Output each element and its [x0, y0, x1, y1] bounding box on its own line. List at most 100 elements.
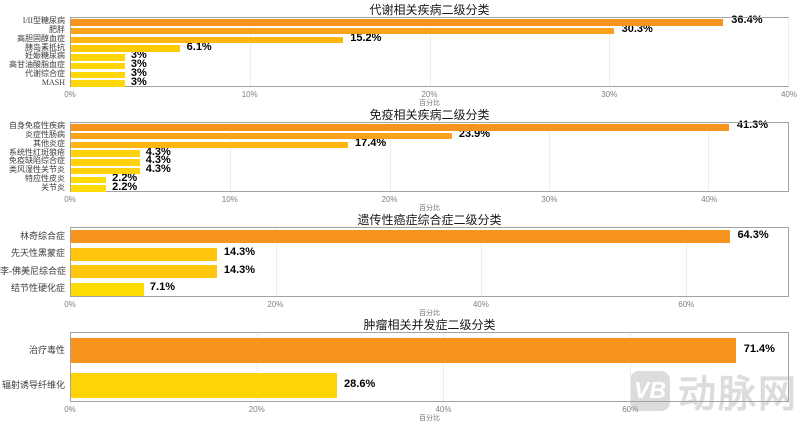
- bar-value-label: 6.1%: [186, 40, 212, 53]
- grid-line: [708, 123, 710, 191]
- y-axis-category-label: 先天性黑蒙症: [10, 248, 65, 259]
- grid-line: [389, 123, 391, 191]
- grid-line: [549, 123, 550, 191]
- y-axis-category-label: MASH: [41, 77, 65, 87]
- grid-line: [608, 18, 610, 86]
- chart-panel-4: 肿瘤相关并发症二级分类治疗毒性 71.4% 辐射诱导纤维化 28.6% 0% 20% 40%…: [0, 315, 800, 422]
- grid-line: [480, 228, 482, 296]
- bar: [71, 265, 218, 279]
- bar: [71, 337, 736, 364]
- grid-line: [429, 18, 431, 86]
- y-axis-category-label: 治疗毒性: [28, 344, 65, 355]
- y-axis-category-label: 李-佛美尼综合症: [0, 265, 66, 276]
- chart-title: 肿瘤相关并发症二级分类: [363, 318, 496, 332]
- bar: [71, 159, 140, 166]
- plot-area: [70, 17, 789, 87]
- bar-value-label: 28.6%: [344, 377, 376, 390]
- y-axis-category-label: I/II型糖尿病: [22, 16, 65, 26]
- chart-title: 免疫相关疾病二级分类: [369, 108, 490, 122]
- y-axis-category-label: 自身免疫性疾病: [9, 121, 65, 131]
- grid-line: [250, 18, 252, 86]
- y-axis-category-label: 辐射诱导纤维化: [1, 379, 65, 390]
- x-axis-title: 百分比: [419, 415, 440, 422]
- bar-value-label: 14.3%: [223, 246, 256, 259]
- y-axis-category-label: 类风湿性关节炎: [9, 165, 65, 175]
- bar-value-label: 14.3%: [223, 263, 256, 276]
- bar-value-label: 3%: [130, 58, 147, 71]
- bar: [71, 167, 140, 175]
- bar-value-label: 30.3%: [621, 23, 653, 36]
- bar: [71, 62, 125, 70]
- bar: [71, 176, 107, 184]
- y-axis-category-label: 高甘油酸脂血症: [9, 60, 65, 70]
- chart-panel-3: 遗传性癌症综合症二级分类 林奇综合症 64.3% 先天性黑蒙症 14.3% 李-佛美尼综合…: [0, 210, 800, 317]
- x-tick-label: 20%: [421, 90, 438, 99]
- bar: [71, 36, 344, 44]
- bar: [71, 124, 730, 131]
- y-axis-category-label: 系统性红斑狼疮: [9, 147, 65, 157]
- x-tick-label: 0%: [64, 90, 76, 99]
- y-axis-category-label: 胰岛素抵抗: [25, 42, 65, 52]
- grid-line: [257, 333, 259, 401]
- bar-value-label: 4.3%: [145, 163, 171, 176]
- x-tick-label: 10%: [221, 195, 238, 204]
- x-tick-label: 0%: [64, 405, 76, 414]
- x-tick-label: 0%: [64, 195, 76, 204]
- bar: [71, 150, 140, 157]
- bar-value-label: 23.9%: [458, 128, 491, 141]
- plot-area: [70, 122, 789, 192]
- bar-value-label: 3%: [130, 49, 147, 62]
- bar-value-label: 71.4%: [743, 342, 775, 355]
- x-axis-title: 百分比: [419, 310, 440, 317]
- y-axis-category-label: 免疫缺陷综合症: [9, 156, 65, 166]
- bar: [71, 372, 338, 399]
- x-tick-label: 0%: [64, 300, 76, 309]
- bar: [71, 282, 144, 296]
- chart-panel-2: 免疫相关疾病二级分类 自身免疫性疾病 41.3% 炎症性肠病 23.9% 其他炎症 17.4…: [0, 105, 800, 212]
- y-axis-category-label: 炎症性肠病: [25, 130, 65, 140]
- bar: [71, 132, 452, 140]
- x-tick-label: 40%: [701, 195, 718, 204]
- bar-value-label: 2.2%: [112, 171, 138, 184]
- chart-title: 遗传性癌症综合症二级分类: [357, 213, 502, 227]
- bar-value-label: 3%: [130, 75, 147, 88]
- plot-area: [70, 332, 789, 402]
- bar-value-label: 2.2%: [112, 180, 138, 193]
- y-axis-category-label: 关节炎: [41, 182, 65, 192]
- x-tick-label: 30%: [541, 195, 558, 204]
- y-axis-category-label: 代谢综合症: [25, 68, 65, 78]
- y-axis-category-label: 高胆固醇血症: [17, 33, 65, 43]
- x-tick-label: 60%: [678, 300, 695, 309]
- grid-line: [788, 18, 789, 86]
- bar: [71, 230, 730, 244]
- x-tick-label: 20%: [248, 405, 265, 414]
- bar: [71, 54, 125, 61]
- x-tick-label: 10%: [241, 90, 258, 99]
- chart-title: 代谢相关疾病二级分类: [369, 3, 490, 17]
- vb-dongmai-watermark: VB 动脉网: [629, 363, 798, 418]
- grid-line: [629, 333, 631, 401]
- x-axis-title: 百分比: [419, 205, 440, 212]
- grid-line: [685, 228, 687, 296]
- bar-value-label: 4.3%: [145, 145, 171, 158]
- x-tick-label: 30%: [601, 90, 618, 99]
- x-tick-label: 40%: [435, 405, 452, 414]
- bar: [71, 45, 181, 52]
- bar-value-label: 17.4%: [355, 136, 387, 149]
- y-axis-category-label: 结节性硬化症: [10, 283, 65, 294]
- bar: [71, 185, 107, 192]
- y-axis-category-label: 妊娠糖尿病: [25, 51, 65, 61]
- x-tick-label: 40%: [780, 90, 797, 99]
- chart-panel-1: 代谢相关疾病二级分类 I/II型糖尿病 36.4% 肥胖 30.3% 高胆固醇血症 15.2…: [0, 0, 800, 107]
- y-axis-category-label: 林奇综合症: [19, 230, 65, 241]
- x-tick-label: 60%: [622, 405, 639, 414]
- bar: [71, 141, 349, 149]
- bar-value-label: 4.3%: [145, 154, 171, 167]
- y-axis-category-label: 其他炎症: [33, 138, 65, 148]
- bar: [71, 71, 125, 79]
- plot-area: [70, 227, 789, 297]
- bar-value-label: 3%: [130, 66, 147, 79]
- grid-line: [275, 228, 277, 296]
- bar: [71, 247, 218, 261]
